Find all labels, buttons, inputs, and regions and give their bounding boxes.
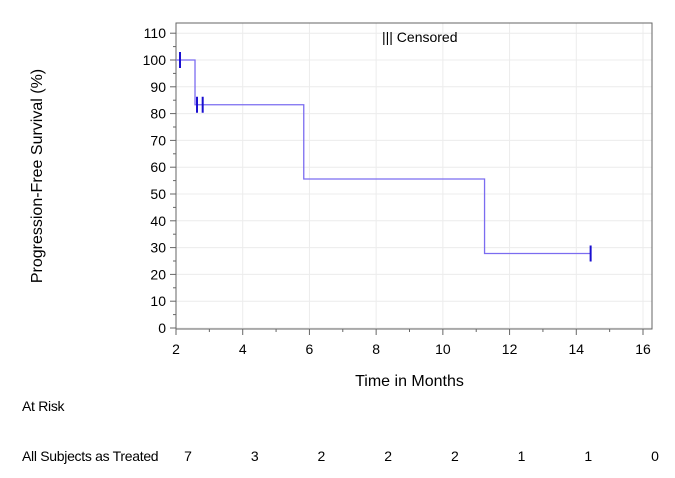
y-tick-label: 110 [144, 25, 167, 41]
at-risk-count: 1 [584, 448, 592, 464]
x-axis-label: Time in Months [355, 373, 464, 390]
legend-censored: ||| Censored [382, 29, 458, 45]
x-tick-label: 8 [372, 341, 380, 357]
x-tick-label: 12 [502, 341, 518, 357]
y-tick-label: 40 [150, 213, 166, 229]
y-tick-label: 70 [150, 132, 166, 148]
x-tick-label: 4 [239, 341, 247, 357]
y-axis-label: Progression-Free Survival (%) [29, 69, 46, 283]
at-risk-group-label: All Subjects as Treated [22, 448, 159, 464]
at-risk-count: 2 [451, 448, 459, 464]
y-tick-label: 90 [150, 79, 166, 95]
at-risk-count: 2 [318, 448, 326, 464]
at-risk-count: 1 [518, 448, 526, 464]
plot-frame [175, 22, 653, 330]
y-tick-label: 60 [150, 159, 166, 175]
y-tick-label: 10 [150, 293, 166, 309]
x-tick-label: 14 [568, 341, 584, 357]
at-risk-count: 3 [251, 448, 259, 464]
y-tick-label: 0 [158, 320, 166, 336]
y-tick-label: 100 [143, 52, 167, 68]
x-tick-label: 2 [172, 341, 180, 357]
at-risk-title: At Risk [22, 398, 65, 414]
y-tick-label: 50 [150, 186, 166, 202]
at-risk-count: 2 [384, 448, 392, 464]
y-tick-label: 20 [150, 266, 166, 282]
y-tick-label: 30 [150, 240, 166, 256]
x-tick-label: 6 [306, 341, 314, 357]
survival-curve [176, 59, 591, 255]
at-risk-count: 7 [184, 448, 192, 464]
x-tick-label: 16 [635, 341, 651, 357]
y-tick-label: 80 [150, 106, 166, 122]
x-tick-label: 10 [435, 341, 451, 357]
at-risk-count: 0 [651, 448, 659, 464]
